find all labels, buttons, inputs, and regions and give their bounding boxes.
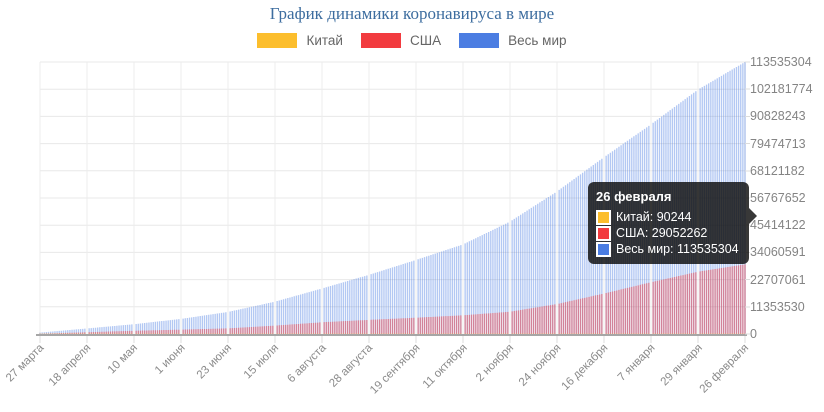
tooltip-swatch-icon [596,241,611,257]
y-axis-label: 0 [750,327,757,341]
tooltip-row-label: США: 29052262 [616,226,708,240]
y-axis-label: 113535304 [750,55,812,69]
tooltip-swatch-icon [596,209,611,225]
tooltip-row-label: Весь мир: 113535304 [616,242,739,256]
y-axis-label: 79474713 [750,136,806,151]
y-axis-label: 102181774 [750,82,813,97]
chart-legend: Китай США Весь мир [0,33,824,48]
legend-swatch-icon [459,33,500,48]
y-axis-label: 90828243 [750,109,806,124]
tooltip-row-label: Китай: 90244 [616,210,692,224]
y-axis-label: 68121182 [750,163,805,178]
legend-label: Весь мир [508,33,567,48]
tooltip-row: Китай: 90244 [596,209,739,225]
legend-swatch-icon [360,33,401,48]
tooltip-row: США: 29052262 [596,225,739,241]
y-axis-label: 22707061 [750,272,806,287]
tooltip-row: Весь мир: 113535304 [596,241,739,257]
legend-label: США [409,33,442,48]
y-axis-label: 11353530 [750,299,805,314]
legend-item-usa[interactable]: США [360,33,442,48]
y-axis-label: 34060591 [750,245,806,260]
tooltip-swatch-icon [596,225,611,241]
chart-title: График динамики коронавируса в мире [269,4,555,23]
legend-item-china[interactable]: Китай [257,33,343,48]
tooltip-rows: Китай: 90244 США: 29052262 Весь мир: 11353… [596,209,739,257]
legend-swatch-icon [257,33,298,48]
y-axis-label: 56767652 [750,191,806,205]
legend-item-world[interactable]: Весь мир [459,33,567,48]
y-axis-label: 45414122 [750,218,806,233]
legend-label: Китай [306,33,343,48]
tooltip-arrow-icon [748,208,757,224]
tooltip-title: 26 февраля [596,189,672,204]
tooltip: 26 февраля Китай: 90244 США: 29052262 Весь… [588,182,757,264]
